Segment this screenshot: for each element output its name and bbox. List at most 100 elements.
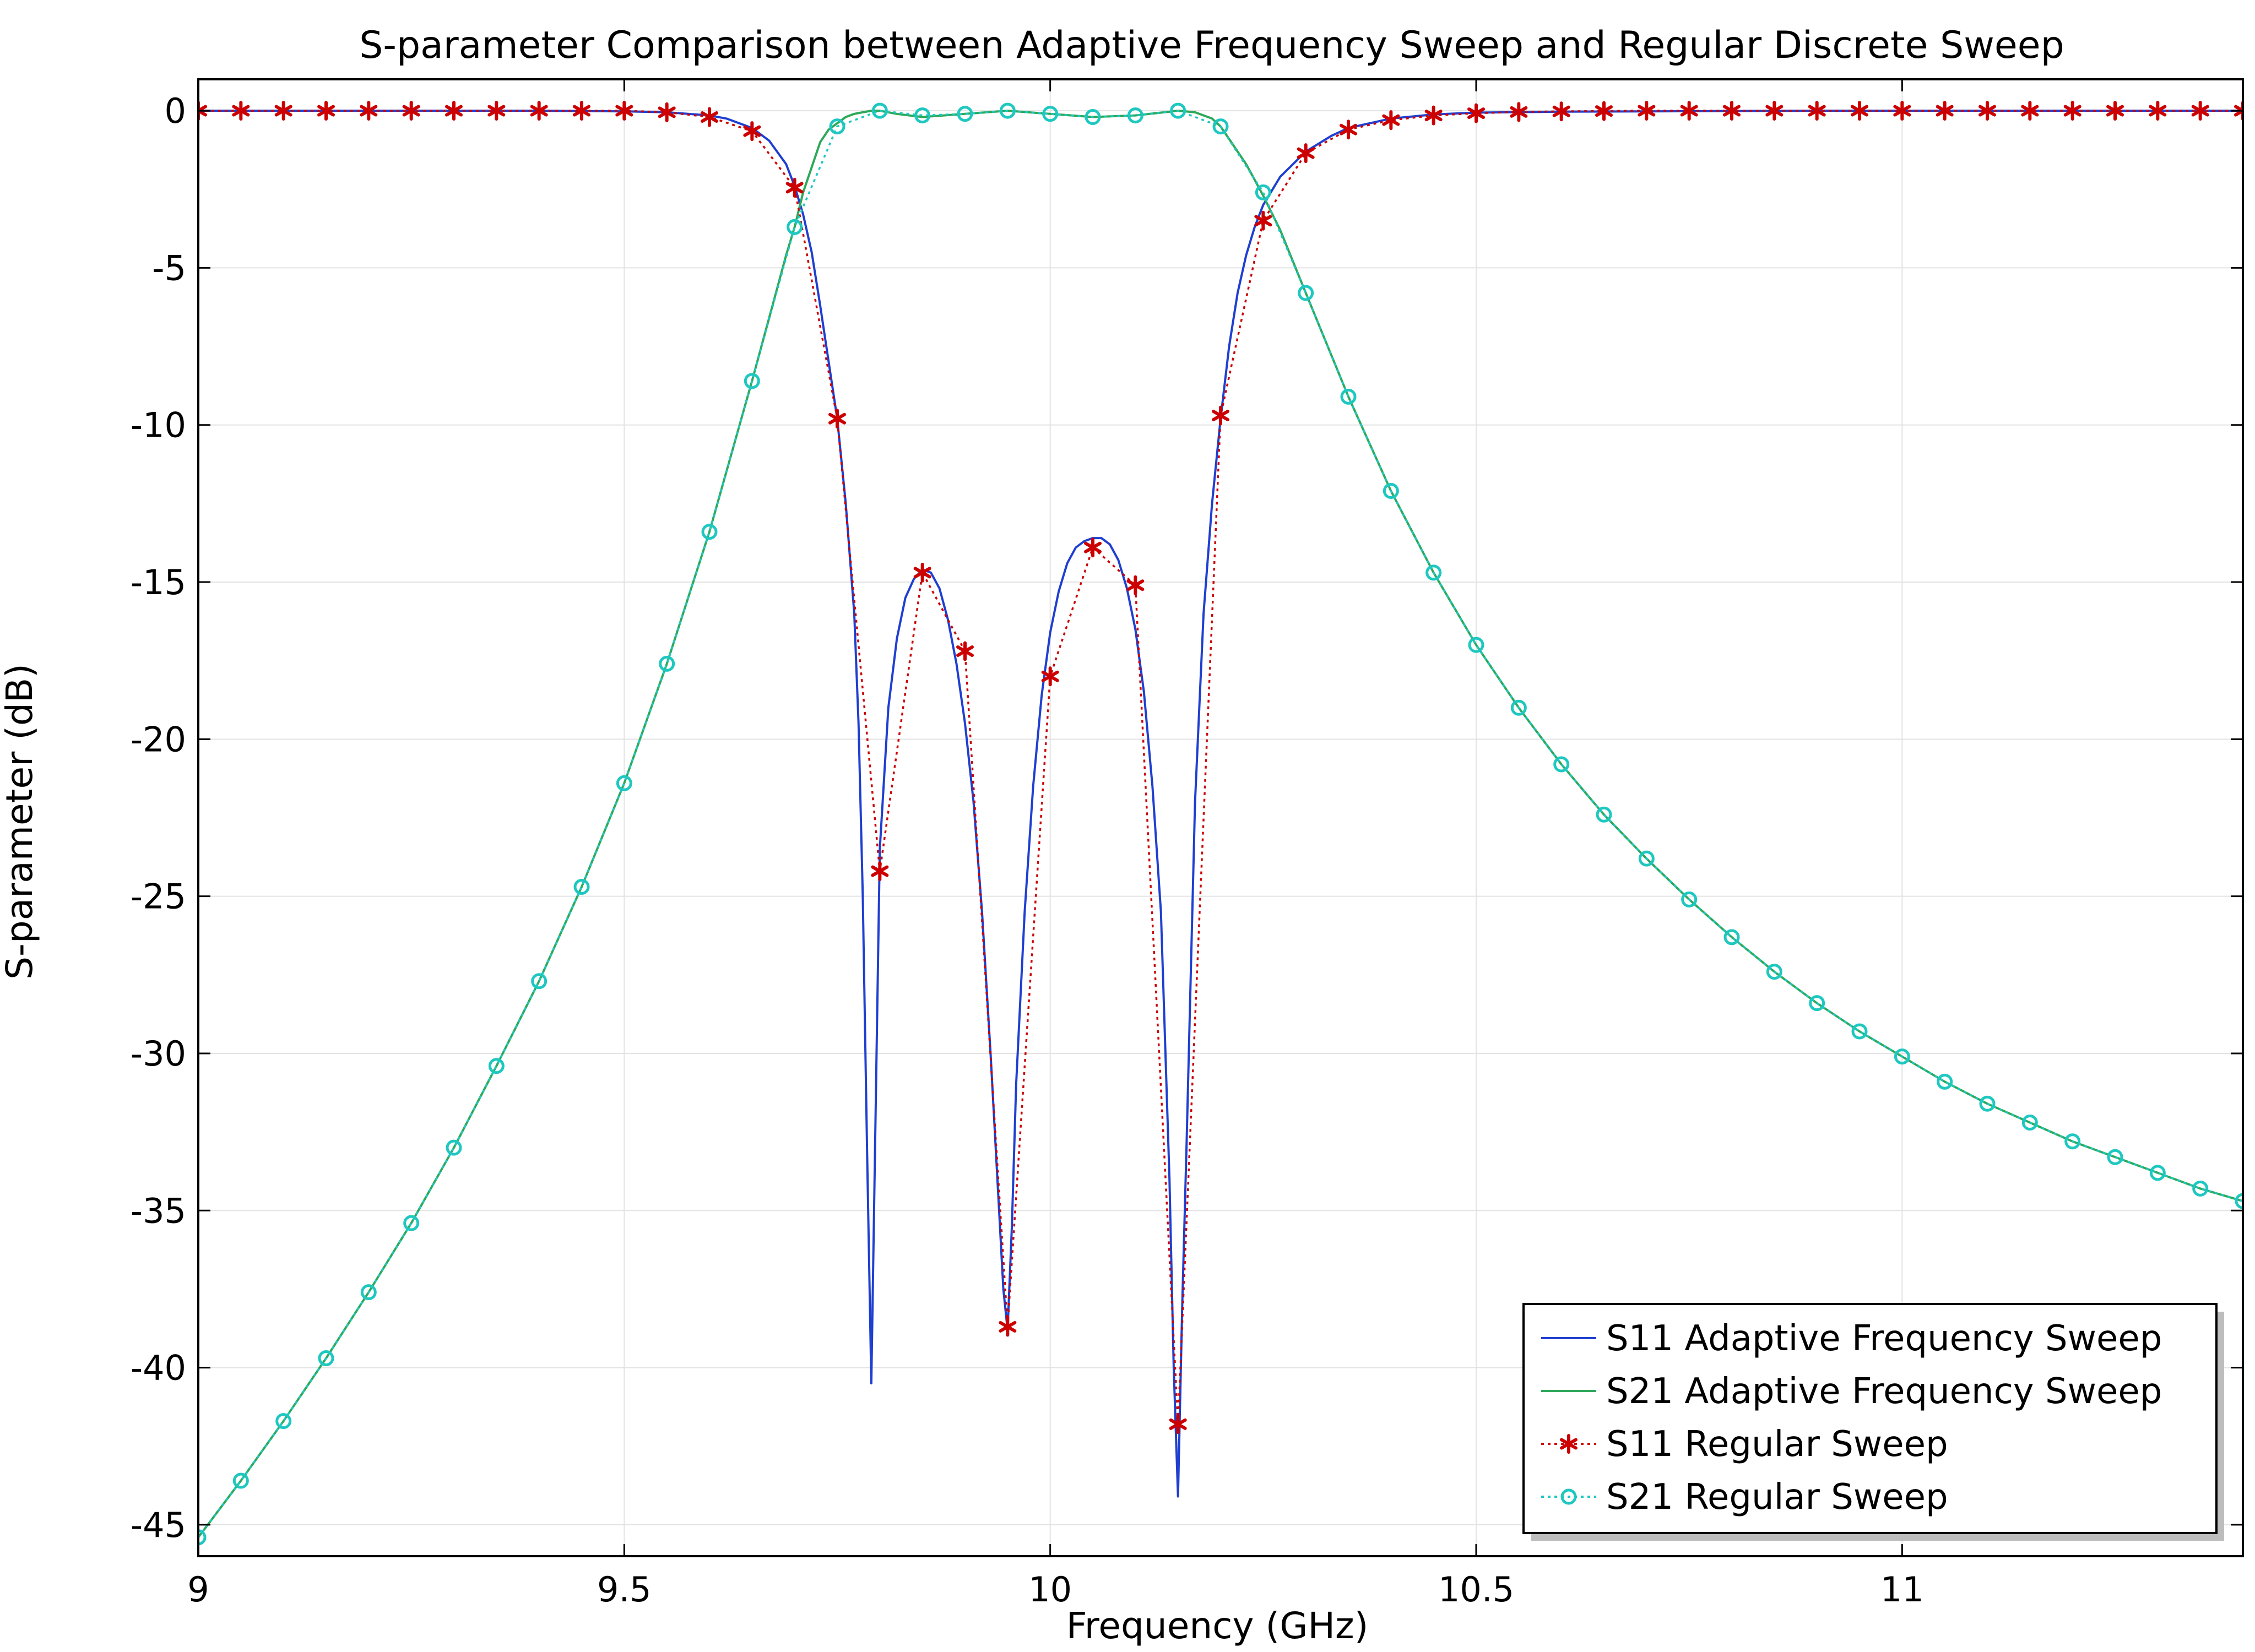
series-3-point-47 [2191, 101, 2209, 121]
series-3-point-25 [1254, 210, 1272, 231]
series-3-point-32 [1552, 101, 1570, 122]
series-4-point-12 [701, 524, 718, 540]
series-4-point-7 [488, 1058, 505, 1074]
series-4-point-11 [659, 655, 675, 672]
x-tick-label-1: 9.5 [597, 1569, 652, 1610]
series-4-point-1 [232, 1472, 249, 1489]
series-3-point-30 [1467, 103, 1485, 123]
series-3-point-19 [999, 1317, 1017, 1337]
series-3-point-40 [1893, 101, 1911, 121]
series-3-point-31 [1510, 102, 1528, 122]
y-tick-label-2: -10 [131, 405, 186, 445]
series-3-point-2 [274, 101, 292, 121]
series-4-point-38 [1809, 995, 1825, 1012]
series-3-point-5 [402, 101, 420, 121]
y-tick-label-8: -40 [131, 1348, 186, 1388]
series-4-point-36 [1723, 929, 1740, 945]
series-3-point-38 [1808, 101, 1826, 121]
series-3-point-46 [2149, 101, 2167, 121]
series-3-point-15 [828, 409, 846, 429]
series-3-point-41 [1936, 101, 1954, 121]
series-3-point-7 [487, 101, 506, 121]
y-tick-label-6: -30 [131, 1034, 186, 1074]
series-4-point-39 [1851, 1023, 1868, 1040]
series-4-point-16 [871, 102, 888, 119]
series-3-point-44 [2063, 101, 2081, 121]
series-4-point-28 [1383, 483, 1399, 499]
series-4-point-19 [999, 102, 1016, 119]
series-3-point-35 [1680, 101, 1698, 121]
series-4-point-17 [914, 107, 931, 124]
series-3-point-26 [1297, 143, 1315, 164]
y-tick-label-9: -45 [131, 1505, 186, 1545]
series-3-point-34 [1638, 101, 1656, 121]
series-line-1 [198, 110, 2243, 1498]
series-3-point-23 [1169, 1414, 1187, 1434]
series-4-point-15 [829, 118, 845, 135]
series-4-point-14 [787, 219, 803, 235]
series-4-point-21 [1085, 108, 1101, 125]
series-3-point-24 [1212, 405, 1229, 426]
series-4-point-18 [957, 106, 973, 122]
x-axis-label: Frequency (GHz) [1066, 1605, 1369, 1647]
legend-label-2: S21 Adaptive Frequency Sweep [1606, 1371, 2162, 1412]
series-4-point-13 [744, 373, 760, 389]
legend-label-3: S11 Regular Sweep [1606, 1424, 1948, 1465]
y-tick-label-7: -35 [131, 1191, 186, 1231]
y-axis-label: S-parameter (dB) [0, 664, 41, 980]
series-4-point-9 [573, 879, 590, 895]
series-4-point-35 [1681, 891, 1698, 907]
series-3-point-21 [1084, 537, 1102, 558]
series-3-point-20 [1041, 666, 1059, 687]
series-4-point-48 [2235, 1193, 2243, 1209]
series-3-point-13 [743, 121, 761, 142]
series-4-point-45 [2107, 1149, 2123, 1165]
legend: S11 Adaptive Frequency Sweep S21 Adaptive… [1522, 1303, 2224, 1541]
series-3-point-9 [573, 101, 590, 121]
legend-item-4: S21 Regular Sweep [1541, 1477, 1948, 1518]
series-3-point-10 [615, 101, 633, 121]
series-4-point-46 [2149, 1165, 2166, 1181]
chart-title: S-parameter Comparison between Adaptive … [359, 24, 2064, 67]
series-4-point-44 [2064, 1133, 2081, 1150]
series-1 [198, 110, 2243, 1498]
series-3-point-42 [1978, 101, 1996, 121]
series-4-point-33 [1596, 806, 1612, 823]
series-3-point-39 [1851, 101, 1868, 121]
series-layer [198, 101, 2243, 1546]
series-4-point-43 [2021, 1115, 2038, 1131]
series-3-point-8 [530, 101, 548, 121]
series-4-point-6 [446, 1139, 462, 1156]
series-3-point-43 [2021, 101, 2039, 121]
series-3-point-22 [1126, 575, 1145, 595]
series-4-point-32 [1553, 756, 1570, 773]
plot-frame [197, 78, 2244, 1557]
series-4-point-47 [2192, 1180, 2209, 1197]
series-4-point-8 [531, 973, 548, 990]
y-tick-label-5: -25 [131, 877, 186, 917]
legend-marker-4 [1560, 1488, 1577, 1505]
series-4-point-30 [1468, 637, 1484, 653]
legend-marker-3 [1560, 1434, 1578, 1454]
y-tick-label-1: -5 [152, 248, 186, 288]
grid-lines [198, 79, 2243, 1556]
series-3-point-12 [701, 107, 718, 127]
y-tick-label-3: -15 [131, 562, 186, 602]
series-3-point-18 [956, 641, 974, 661]
y-tick-label-0: 0 [165, 91, 186, 131]
series-4-point-24 [1212, 118, 1229, 135]
series-3-point-16 [871, 861, 889, 882]
series-3-point-28 [1382, 110, 1400, 131]
series-4-point-25 [1255, 184, 1271, 200]
legend-box [1522, 1303, 2218, 1534]
series-4-point-4 [360, 1284, 377, 1301]
series-4-point-23 [1170, 102, 1186, 119]
series-4-point-34 [1638, 850, 1655, 867]
series-3-point-48 [2234, 101, 2243, 121]
series-4-point-10 [616, 775, 632, 791]
legend-item-3: S11 Regular Sweep [1541, 1424, 1948, 1465]
series-4-point-40 [1894, 1048, 1910, 1065]
series-3-point-37 [1765, 101, 1784, 121]
series-4 [198, 102, 2243, 1546]
